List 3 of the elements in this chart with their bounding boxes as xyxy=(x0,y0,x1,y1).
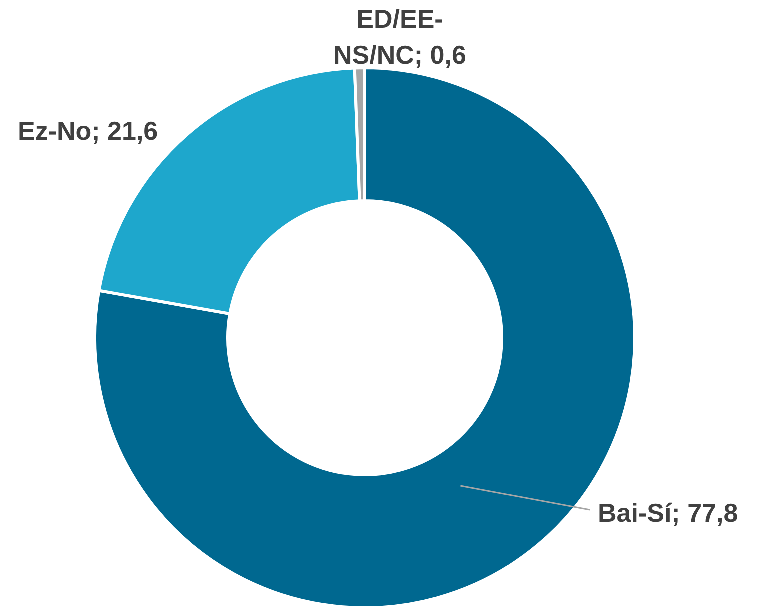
slice-label: ED/EE-NS/NC; 0,6 xyxy=(334,4,466,70)
slice-label: Ez-No; 21,6 xyxy=(18,116,158,146)
slice-label: Bai-Sí; 77,8 xyxy=(598,498,738,528)
